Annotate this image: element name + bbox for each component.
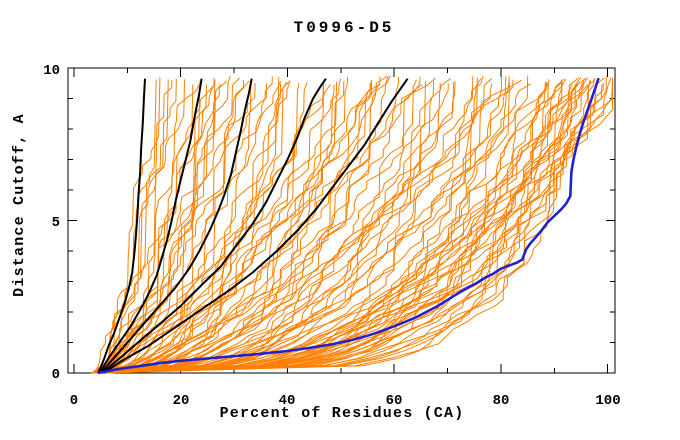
x-axis-label: Percent of Residues (CA) [220, 405, 465, 422]
y-tick-label-10: 10 [43, 63, 60, 79]
y-tick-label-0: 0 [52, 367, 60, 383]
series-highlight-models [97, 78, 409, 374]
x-tick-labels: 0 20 40 60 80 100 [70, 393, 621, 409]
x-tick-label-60: 60 [386, 393, 403, 409]
x-tick-label-100: 100 [595, 393, 620, 409]
y-tick-label-5: 5 [52, 215, 60, 231]
x-tick-label-0: 0 [70, 393, 78, 409]
x-tick-label-20: 20 [173, 393, 190, 409]
chart-title: T0996-D5 [294, 19, 395, 37]
series-all-models [91, 75, 613, 374]
x-tick-label-40: 40 [279, 393, 296, 409]
y-axis-label: Distance Cutoff, A [11, 113, 28, 297]
series-best-model [97, 77, 600, 375]
y-tick-labels: 0 5 10 [43, 63, 60, 383]
x-tick-label-80: 80 [493, 393, 510, 409]
